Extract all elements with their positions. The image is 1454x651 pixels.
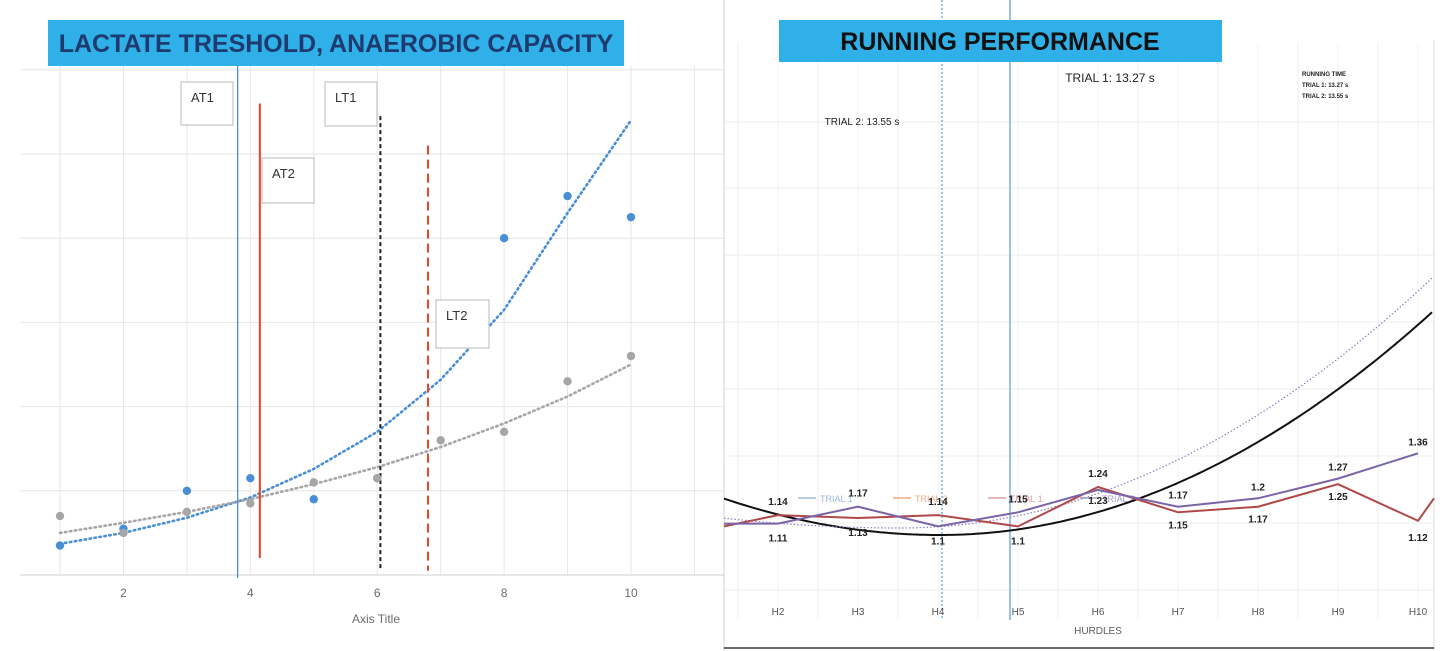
at2-label-box (261, 157, 315, 204)
right-banner (779, 20, 1222, 62)
ghost-legend-label: TRIAL 2 (1102, 494, 1135, 504)
running-time-trial2: TRIAL 2: 13.55 s (1302, 94, 1349, 100)
data-label: 1.1 (1011, 536, 1025, 547)
left-banner (48, 20, 624, 66)
data-label: 1.2 (1251, 482, 1265, 493)
data-label: 1.17 (1248, 515, 1268, 526)
data-label: 1.15 (1008, 494, 1028, 505)
trial1-trendline (723, 277, 1433, 529)
lt1-label: LT1 (335, 90, 356, 105)
ghost-legend-label: TRIAL 2 (915, 494, 948, 504)
data-label: 1.15 (1168, 520, 1188, 531)
data-label: 1.27 (1328, 463, 1348, 474)
gray-trendline (58, 363, 633, 535)
left-x-tick: 6 (374, 586, 381, 600)
at2-label: AT2 (272, 166, 295, 181)
right-x-tick: H3 (852, 607, 865, 618)
right-x-tick: H5 (1012, 607, 1025, 618)
gray-point (182, 507, 192, 517)
right-x-tick: H6 (1092, 607, 1105, 618)
left-x-tick: 10 (624, 586, 638, 600)
at1-label-box (180, 81, 234, 126)
data-label: 1.13 (848, 528, 868, 539)
right-gridlines (724, 40, 1435, 651)
running-performance-chart: TRIAL 1 TRIAL 2 TRIAL 1 TRIAL 2 1.141.111.1… (723, 0, 1435, 651)
blue-trendline (58, 119, 633, 546)
right-x-tick: H2 (772, 607, 785, 618)
left-x-tick-labels: 2 4 6 8 10 (120, 586, 638, 600)
data-label: 1.23 (1088, 496, 1108, 507)
left-x-axis-title: Axis Title (352, 612, 400, 626)
blue-point (182, 486, 192, 495)
right-x-tick: H8 (1252, 607, 1265, 618)
blue-point (499, 234, 509, 243)
right-vertical-markers (941, 0, 1011, 620)
left-threshold-lines (236, 66, 429, 578)
gray-point (499, 427, 509, 437)
trial2-trendline (723, 311, 1433, 536)
lt2-label-box (435, 299, 490, 349)
series-line-1 (723, 483, 1435, 528)
gray-point (626, 351, 636, 361)
lactate-threshold-chart: 2 4 6 8 10 AT1 AT2 LT1 LT2 Axis Title LACTATE T… (0, 0, 725, 651)
gray-point (55, 511, 65, 521)
gray-point (373, 473, 382, 483)
blue-point (309, 495, 318, 504)
right-x-tick: H7 (1172, 607, 1185, 618)
data-label: 1.24 (1088, 469, 1108, 480)
trial1-time-annotation: TRIAL 1: 13.27 s (1065, 71, 1155, 85)
gray-point (309, 478, 318, 487)
running-time-box: RUNNING TIME TRIAL 1: 13.27 s TRIAL 2: 1… (1302, 72, 1349, 100)
lt1-label-box (324, 81, 378, 127)
gray-point (246, 499, 255, 508)
right-x-tick-labels: H2 H3 H4 H5 H6 H7 H8 H9 H10 (772, 607, 1428, 618)
left-data-points (55, 191, 636, 550)
blue-point (246, 473, 255, 483)
right-x-tick: H9 (1332, 607, 1345, 618)
blue-point (563, 191, 572, 201)
data-label: 1.36 (1408, 437, 1428, 448)
data-label: 1.25 (1328, 492, 1348, 503)
data-label: 1.12 (1408, 533, 1428, 544)
right-data-labels: 1.14 1.11 1.17 1.13 1.14 1.1 1.15 1.1 1.24 1.23 1.… (768, 437, 1428, 547)
right-ghost-legend: TRIAL 1 TRIAL 2 TRIAL 1 TRIAL 2 (798, 494, 1135, 504)
data-label: 1.17 (848, 489, 868, 500)
gray-point (563, 377, 572, 386)
series-line-2 (724, 452, 1419, 528)
right-trendlines (723, 277, 1433, 536)
running-time-trial1: TRIAL 1: 13.27 s (1302, 83, 1349, 89)
left-trendlines (58, 119, 633, 546)
left-x-tick: 8 (501, 586, 508, 600)
right-x-tick: H10 (1409, 607, 1428, 618)
at1-label: AT1 (191, 90, 214, 105)
left-x-tick: 4 (247, 586, 254, 600)
blue-point (626, 212, 636, 222)
ghost-legend-label: TRIAL 1 (1010, 494, 1043, 504)
gray-point (436, 436, 445, 445)
gray-point (119, 528, 128, 538)
running-time-title: RUNNING TIME (1302, 72, 1346, 78)
blue-point (55, 541, 65, 550)
right-banner-title: RUNNING PERFORMANCE (840, 28, 1159, 56)
data-label: 1.14 (768, 497, 788, 508)
trial2-time-annotation: TRIAL 2: 13.55 s (825, 117, 900, 128)
left-threshold-labels: AT1 AT2 LT1 LT2 (180, 81, 490, 349)
data-label: 1.17 (1168, 491, 1188, 502)
data-label: 1.1 (931, 536, 945, 547)
left-gridlines (20, 66, 724, 576)
data-label: 1.11 (769, 534, 788, 545)
data-label: 1.14 (928, 497, 948, 508)
lt2-label: LT2 (446, 308, 467, 323)
right-x-tick: H4 (932, 607, 945, 618)
left-x-tick: 2 (120, 586, 127, 600)
right-x-axis-title: HURDLES (1074, 626, 1122, 637)
ghost-legend-label: TRIAL 1 (820, 494, 853, 504)
left-banner-title: LACTATE TRESHOLD, ANAEROBIC CAPACITY (59, 30, 614, 58)
right-series-lines (723, 452, 1435, 528)
